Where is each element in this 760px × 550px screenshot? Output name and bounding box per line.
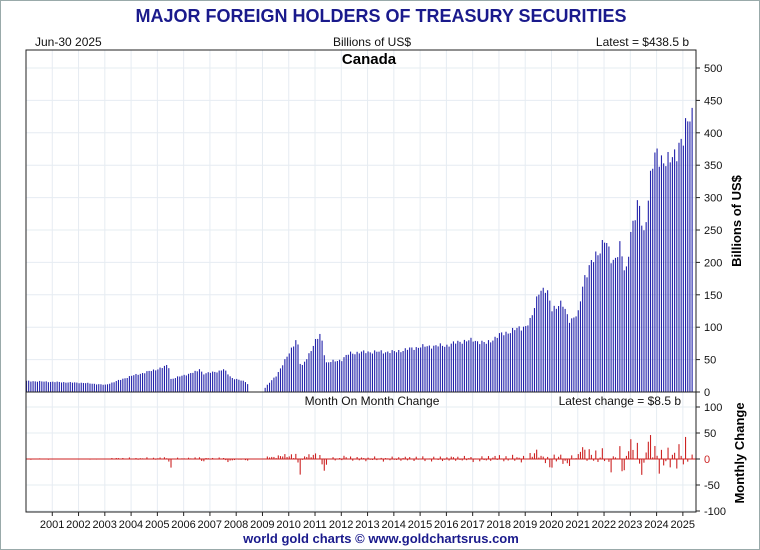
y-tick-label: -50 xyxy=(704,480,720,492)
x-tick-label: 2022 xyxy=(592,519,616,531)
y-tick-label: 150 xyxy=(704,290,722,302)
main-bars xyxy=(25,107,693,392)
x-tick-label: 2018 xyxy=(487,519,511,531)
y-tick-label: 200 xyxy=(704,257,722,269)
x-tick-label: 2013 xyxy=(355,519,379,531)
y-tick-label: 450 xyxy=(704,95,722,107)
x-tick-label: 2012 xyxy=(329,519,353,531)
x-tick-label: 2001 xyxy=(40,519,64,531)
footer-credit: world gold charts © www.goldchartsrus.co… xyxy=(242,531,519,546)
y-tick-label: 0 xyxy=(704,454,710,466)
x-tick-label: 2007 xyxy=(198,519,222,531)
x-tick-label: 2008 xyxy=(224,519,248,531)
title-banner xyxy=(2,2,758,29)
x-tick-label: 2021 xyxy=(565,519,589,531)
date-label: Jun-30 2025 xyxy=(35,35,102,49)
x-axis-ticks: 2001 2002 2003 2004 2005 2006 2007 2008 2009 2010… xyxy=(40,512,695,531)
x-tick-label: 2015 xyxy=(408,519,432,531)
latest-label: Latest = $438.5 b xyxy=(596,35,689,49)
y-tick-label: 100 xyxy=(704,402,722,414)
x-tick-label: 2004 xyxy=(119,519,143,531)
y-tick-label: 250 xyxy=(704,225,722,237)
x-tick-label: 2010 xyxy=(276,519,300,531)
y-tick-label: 50 xyxy=(704,428,716,440)
x-tick-label: 2020 xyxy=(539,519,563,531)
x-tick-label: 2006 xyxy=(171,519,195,531)
y-tick-label: 350 xyxy=(704,160,722,172)
x-tick-label: 2002 xyxy=(66,519,90,531)
sub-annotation: Latest change = $8.5 b xyxy=(559,394,682,408)
y-tick-label: 500 xyxy=(704,63,722,75)
y-tick-label: 0 xyxy=(704,387,710,399)
sub-title: Month On Month Change xyxy=(305,394,440,408)
y-tick-label: 300 xyxy=(704,193,722,205)
x-tick-label: 2024 xyxy=(644,519,668,531)
sub-bars xyxy=(26,435,696,475)
y-tick-label: 50 xyxy=(704,355,716,367)
x-tick-label: 2011 xyxy=(303,519,327,531)
main-y-axis-label: Billions of US$ xyxy=(729,174,744,267)
y-tick-label: 400 xyxy=(704,128,722,140)
chart-title: MAJOR FOREIGN HOLDERS OF TREASURY SECURI… xyxy=(135,6,626,26)
x-tick-label: 2025 xyxy=(670,519,694,531)
x-tick-label: 2016 xyxy=(434,519,458,531)
y-tick-label: 100 xyxy=(704,322,722,334)
x-tick-label: 2003 xyxy=(92,519,116,531)
sub-y-ticks: -100 -50 0 50 100 xyxy=(696,402,726,518)
x-tick-label: 2023 xyxy=(618,519,642,531)
units-label: Billions of US$ xyxy=(333,35,411,49)
x-tick-label: 2005 xyxy=(145,519,169,531)
x-tick-label: 2014 xyxy=(381,519,405,531)
x-tick-label: 2009 xyxy=(250,519,274,531)
x-tick-label: 2019 xyxy=(513,519,537,531)
series-title: Canada xyxy=(342,51,397,68)
x-tick-label: 2017 xyxy=(460,519,484,531)
sub-y-axis-label: Monthly Change xyxy=(732,402,747,503)
main-y-ticks: 0 50 100 150 200 250 300 350 400 450 500 xyxy=(696,63,722,399)
y-tick-label: -100 xyxy=(704,506,726,518)
sub-plot-border xyxy=(25,391,697,513)
